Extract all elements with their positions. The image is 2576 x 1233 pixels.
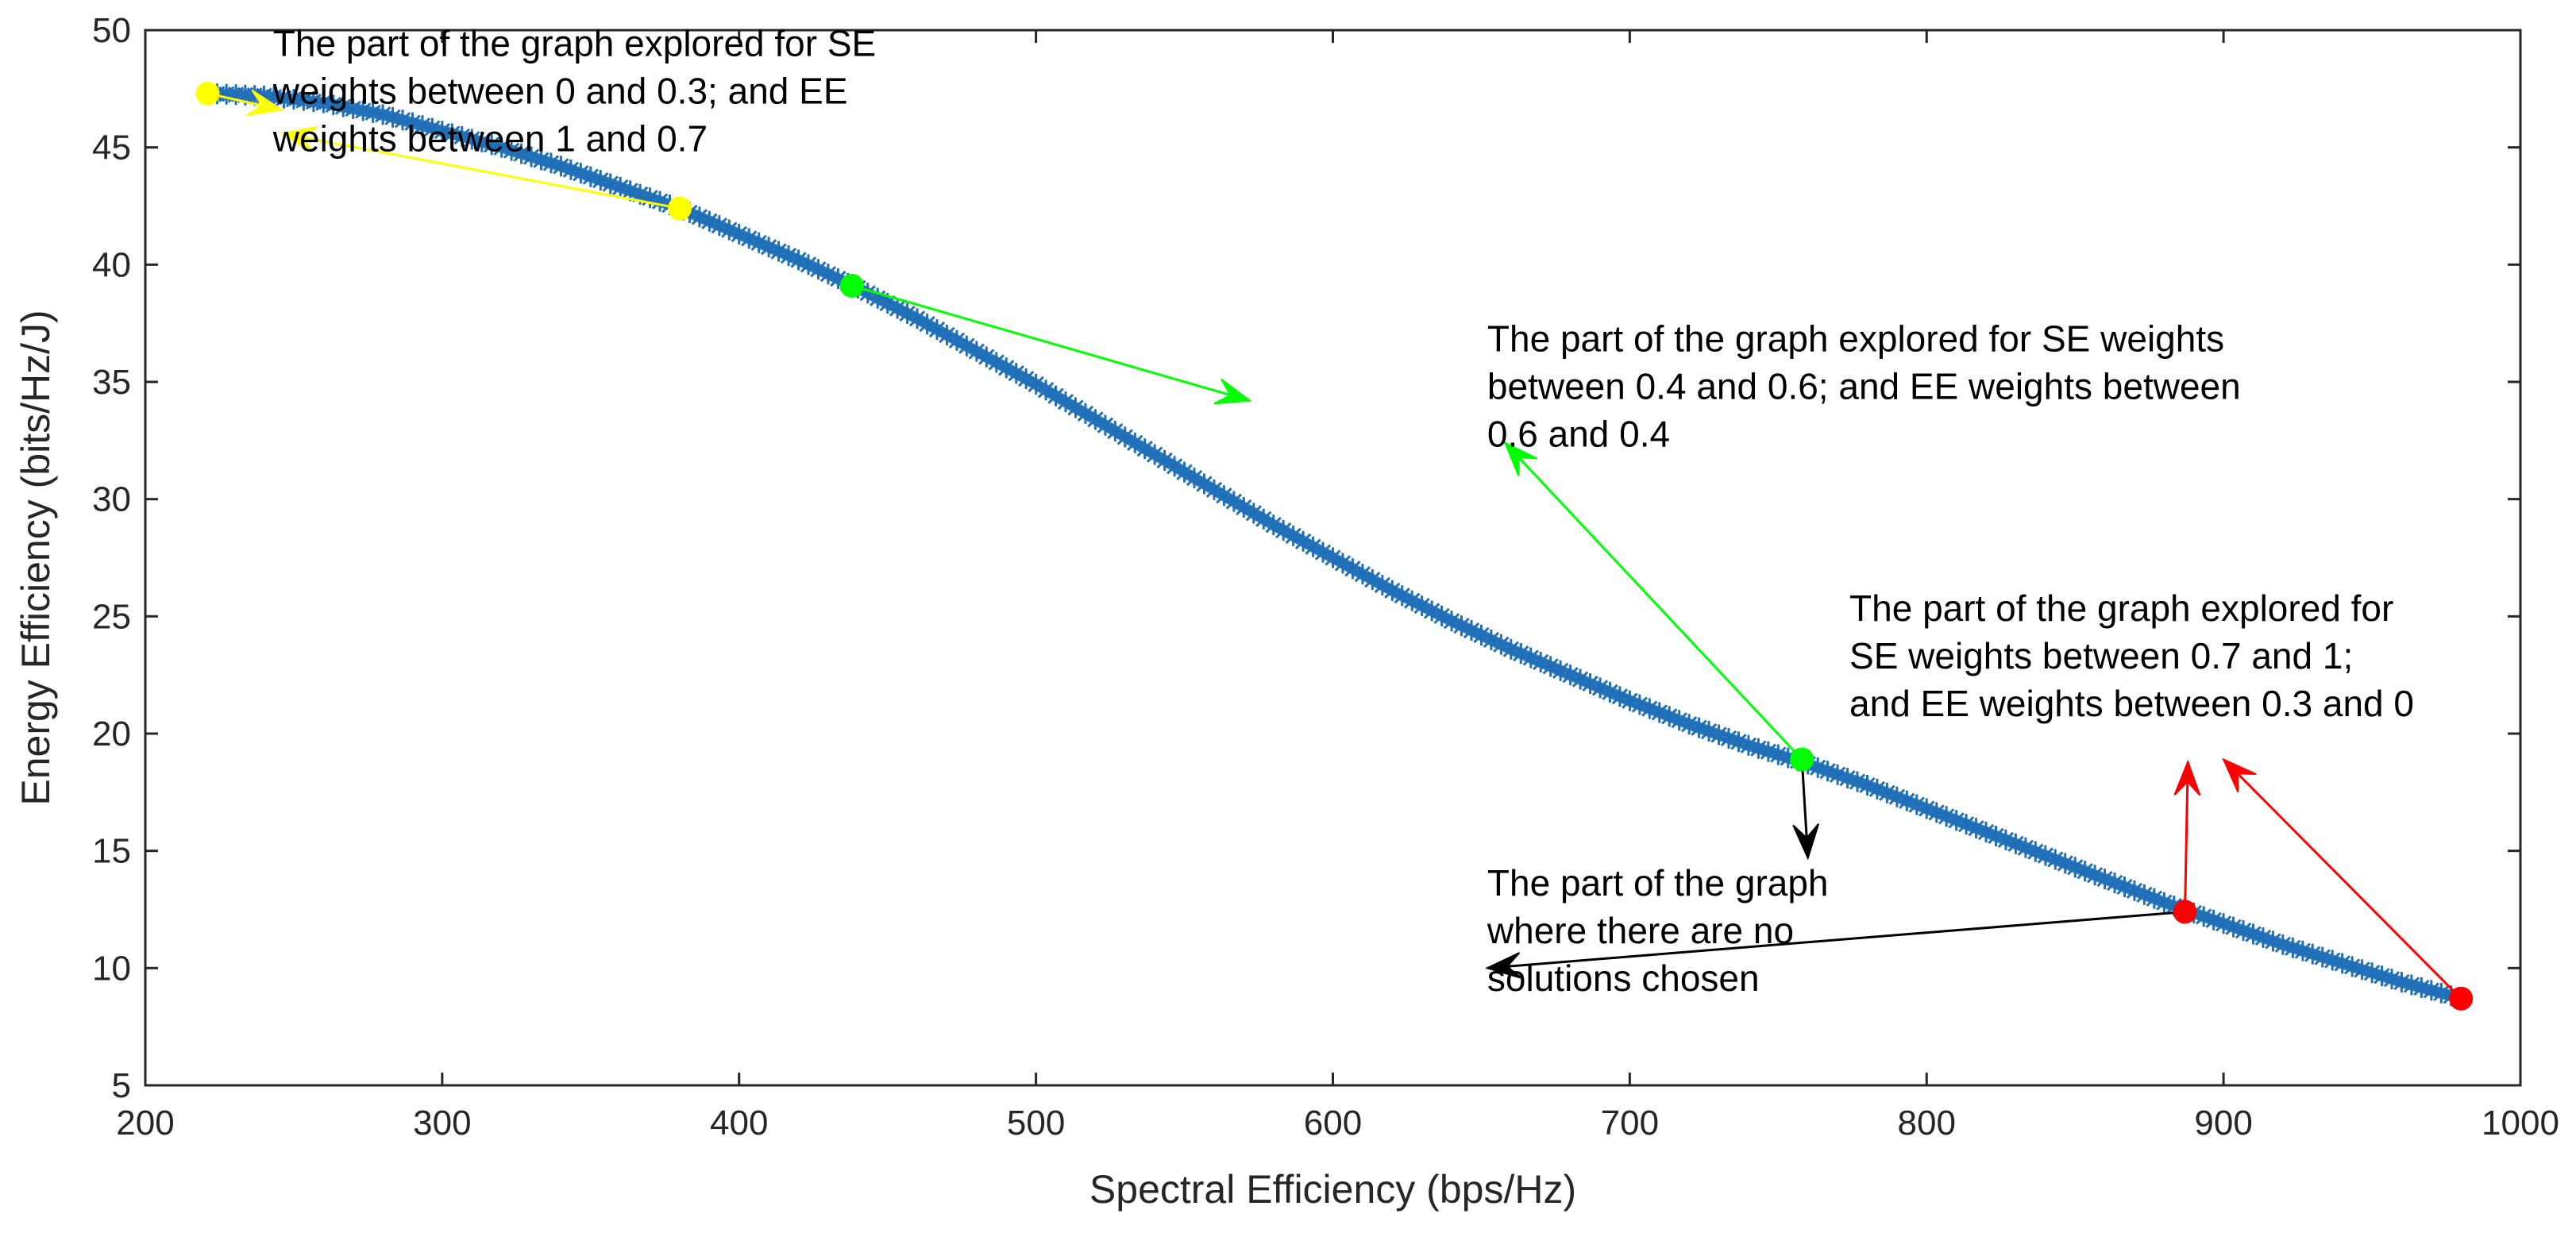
annotation-arrows <box>207 89 2462 1000</box>
highlight-point <box>2449 986 2474 1011</box>
data-point <box>2381 969 2402 990</box>
highlight-point <box>195 81 220 106</box>
x-tick-label: 300 <box>413 1104 471 1142</box>
y-tick-label: 15 <box>92 832 131 871</box>
annotation-arrow <box>1792 759 1820 861</box>
annotation-text: The part of the graph explored for SE we… <box>1487 318 2241 455</box>
x-tick-label: 500 <box>1007 1104 1065 1142</box>
annotation-line: The part of the graph explored for <box>1849 588 2393 629</box>
annotation-text: The part of the graph explored for SE wei… <box>272 22 876 159</box>
highlight-point <box>2173 900 2197 924</box>
annotation-arrow <box>851 284 1252 405</box>
data-point <box>2401 974 2422 996</box>
data-point <box>1827 764 1849 785</box>
annotation-arrow <box>207 89 284 116</box>
data-point <box>1737 734 1759 756</box>
annotations: The part of the graph explored for SE wei… <box>272 22 2414 998</box>
data-point <box>1945 810 1967 831</box>
data-point <box>600 173 621 195</box>
annotation-line: solutions chosen <box>1487 958 1760 999</box>
annotation-line: and EE weights between 0.3 and 0 <box>1849 683 2414 724</box>
data-point <box>619 180 641 202</box>
annotation-text: The part of the graph where there are no s… <box>1487 862 1829 999</box>
x-tick-label: 400 <box>710 1104 768 1142</box>
annotation-arrow <box>2173 759 2201 912</box>
x-axis-label: Spectral Efficiency (bps/Hz) <box>1089 1167 1576 1212</box>
highlight-point <box>839 273 864 298</box>
x-tick-label: 600 <box>1304 1104 1362 1142</box>
x-tick-label: 200 <box>116 1104 174 1142</box>
axes: 200 300 400 500 600 700 800 900 1000 5 10 15 20 25 30 3… <box>92 11 2559 1142</box>
data-point <box>2371 965 2393 987</box>
highlight-points <box>195 81 2474 1011</box>
highlight-point <box>1790 747 1814 772</box>
highlight-point <box>667 196 692 221</box>
y-axis-label: Energy Efficiency (bits/Hz/J) <box>13 310 58 805</box>
annotation-text: The part of the graph explored for SE wei… <box>1849 588 2414 724</box>
annotation-arrow <box>1503 441 1803 761</box>
x-tick-label: 1000 <box>2482 1104 2559 1142</box>
annotation-arrow <box>2222 757 2462 1000</box>
annotation-line: The part of the graph explored for SE <box>273 22 876 64</box>
data-point <box>2431 982 2452 1004</box>
annotation-arrow <box>280 126 681 210</box>
data-point <box>2193 906 2215 927</box>
data-point <box>1391 585 1413 607</box>
y-tick-label: 40 <box>92 245 131 284</box>
annotation-line: The part of the graph explored for SE we… <box>1487 318 2224 360</box>
data-point <box>580 166 601 187</box>
annotation-line: between 0.4 and 0.6; and EE weights betw… <box>1487 366 2241 407</box>
y-tick-label: 5 <box>112 1066 131 1105</box>
y-tick-label: 20 <box>92 715 131 753</box>
data-point <box>936 324 958 345</box>
data-point <box>511 143 532 164</box>
annotation-line: where there are no <box>1487 910 1794 951</box>
annotation-line: weights between 0 and 0.3; and EE <box>272 70 848 111</box>
y-tick-label: 45 <box>92 129 131 168</box>
data-point <box>2312 946 2333 968</box>
y-tick-label: 50 <box>92 11 131 50</box>
annotation-line: 0.6 and 0.4 <box>1487 414 1670 455</box>
data-point <box>897 302 918 324</box>
y-tick-label: 30 <box>92 480 131 519</box>
data-point <box>708 215 730 237</box>
annotation-arrow <box>1485 910 2185 979</box>
y-tick-label: 25 <box>92 597 131 636</box>
x-tick-label: 800 <box>1898 1104 1956 1142</box>
data-point <box>313 92 334 114</box>
annotation-line: SE weights between 0.7 and 1; <box>1849 635 2353 676</box>
y-tick-label: 35 <box>92 363 131 402</box>
annotation-line: weights between 1 and 0.7 <box>272 118 708 159</box>
x-tick-label: 700 <box>1601 1104 1659 1142</box>
x-tick-label: 900 <box>2194 1104 2252 1142</box>
annotation-line: The part of the graph <box>1487 862 1829 904</box>
data-point <box>2203 909 2224 931</box>
y-tick-label: 10 <box>92 949 131 988</box>
data-point <box>353 100 374 121</box>
